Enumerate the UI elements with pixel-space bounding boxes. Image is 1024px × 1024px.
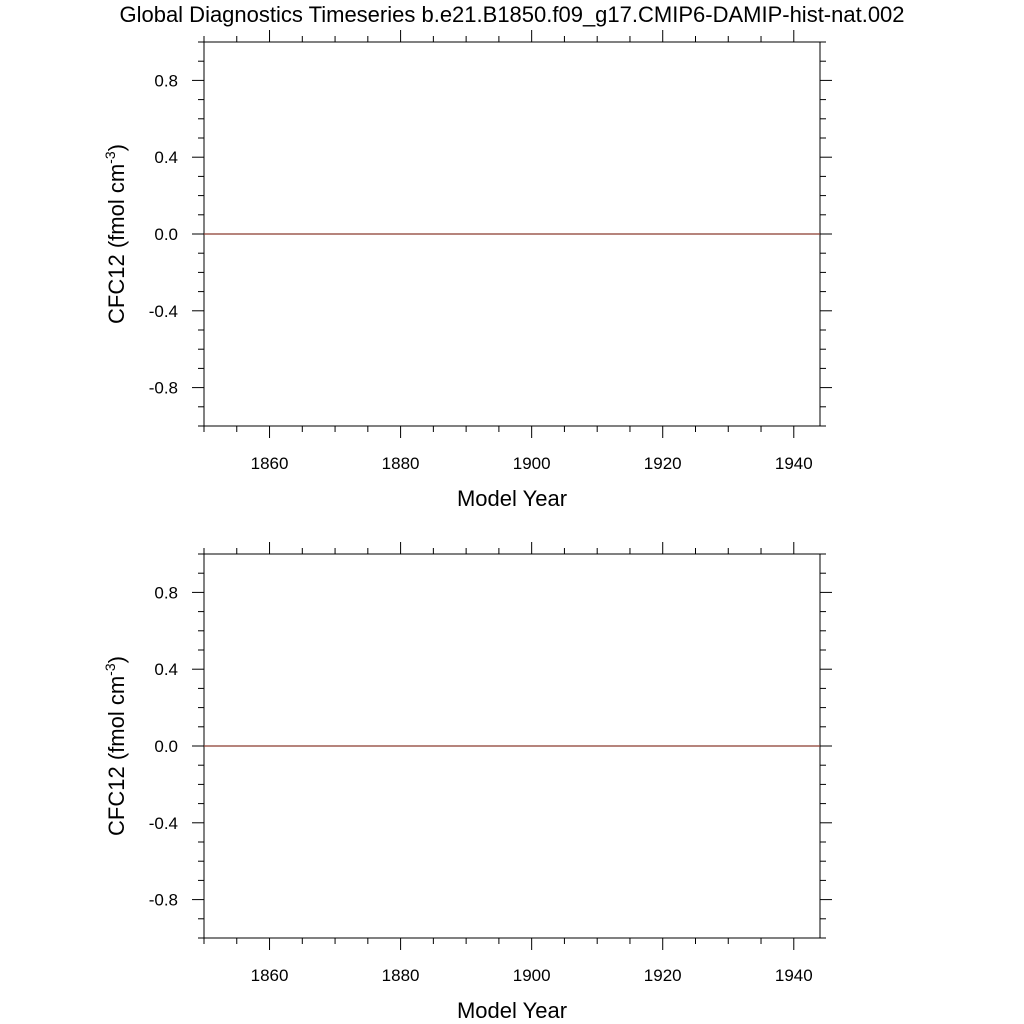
y-axis-label-close: ) <box>104 144 129 151</box>
y-tick-label: 0.8 <box>154 71 178 90</box>
x-tick-label: 1900 <box>513 454 551 473</box>
y-tick-label: 0.8 <box>154 583 178 602</box>
x-tick-label: 1900 <box>513 966 551 985</box>
bottom-panel: 1860 1880 1900 1920 1940 0.8 0.4 0.0 -0.4 -0.8 Mod… <box>102 542 832 1023</box>
y-axis-label: CFC12 (fmol cm-3) <box>102 656 129 836</box>
y-tick-label: -0.8 <box>149 891 178 910</box>
x-tick-label: 1860 <box>251 454 289 473</box>
y-tick-label: 0.0 <box>154 225 178 244</box>
page-title: Global Diagnostics Timeseries b.e21.B185… <box>119 2 905 27</box>
y-axis-label-text: CFC12 (fmol cm <box>104 164 129 324</box>
x-axis-label: Model Year <box>457 486 567 511</box>
y-axis-label-exponent: -3 <box>102 663 118 676</box>
x-tick-label: 1920 <box>644 966 682 985</box>
y-tick-label: 0.4 <box>154 148 178 167</box>
y-tick-label: 0.0 <box>154 737 178 756</box>
x-tick-label: 1860 <box>251 966 289 985</box>
x-axis-label: Model Year <box>457 998 567 1023</box>
x-tick-label: 1880 <box>382 454 420 473</box>
y-tick-label: -0.8 <box>149 379 178 398</box>
top-panel: 1860 1880 1900 1920 1940 0.8 0.4 0.0 -0.4 -0.8 Mod… <box>102 30 832 511</box>
x-tick-label: 1940 <box>775 454 813 473</box>
x-tick-label: 1880 <box>382 966 420 985</box>
x-tick-label: 1940 <box>775 966 813 985</box>
y-axis-label-text: CFC12 (fmol cm <box>104 676 129 836</box>
y-axis-label: CFC12 (fmol cm-3) <box>102 144 129 324</box>
y-tick-label: -0.4 <box>149 302 178 321</box>
y-tick-label: 0.4 <box>154 660 178 679</box>
y-axis-label-exponent: -3 <box>102 151 118 164</box>
y-axis-label-close: ) <box>104 656 129 663</box>
x-tick-label: 1920 <box>644 454 682 473</box>
y-tick-label: -0.4 <box>149 814 178 833</box>
